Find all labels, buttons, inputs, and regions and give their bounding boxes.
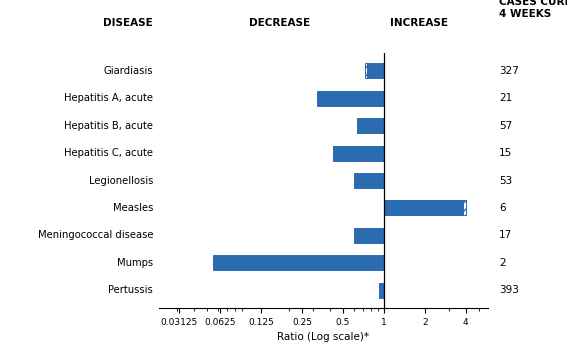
Bar [365,63,367,79]
Bar [463,200,466,216]
Text: 393: 393 [499,285,519,295]
X-axis label: Ratio (Log scale)*: Ratio (Log scale)* [277,332,369,342]
Text: Measles: Measles [113,203,153,213]
Text: 53: 53 [499,176,512,185]
Text: 327: 327 [499,66,519,76]
Text: Hepatitis B, acute: Hepatitis B, acute [64,121,153,131]
Text: Pertussis: Pertussis [108,285,153,295]
Text: DECREASE: DECREASE [249,18,310,28]
Text: 17: 17 [499,230,512,240]
Text: Mumps: Mumps [117,258,153,268]
Text: CASES CURRENT
4 WEEKS: CASES CURRENT 4 WEEKS [499,0,567,19]
Text: Giardiasis: Giardiasis [104,66,153,76]
Text: DISEASE: DISEASE [103,18,153,28]
Bar [367,63,384,79]
Text: Hepatitis A, acute: Hepatitis A, acute [64,93,153,103]
Bar [379,282,384,298]
Text: Legionellosis: Legionellosis [88,176,153,185]
Text: INCREASE: INCREASE [390,18,447,28]
Text: 21: 21 [499,93,512,103]
Text: Hepatitis C, acute: Hepatitis C, acute [64,148,153,158]
Text: Meningococcal disease: Meningococcal disease [37,230,153,240]
Bar [317,91,384,106]
Text: 15: 15 [499,148,512,158]
Bar [354,173,384,188]
Text: 6: 6 [499,203,506,213]
Text: 57: 57 [499,121,512,131]
Bar [333,145,384,161]
Bar [213,255,384,270]
Text: 2: 2 [499,258,506,268]
Bar [357,118,384,133]
Bar [384,200,466,216]
Bar [354,228,384,243]
